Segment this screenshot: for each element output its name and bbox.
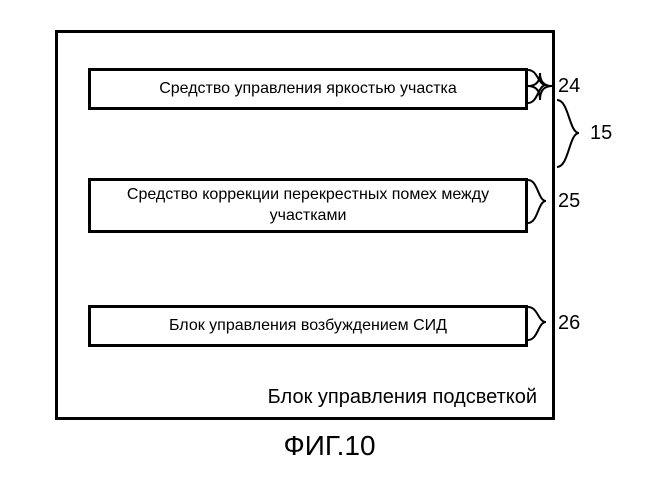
led-drive-control-box: Блок управления возбуждением СИД bbox=[88, 305, 528, 347]
box3-text: Блок управления возбуждением СИД bbox=[169, 316, 447, 337]
crosstalk-correction-box: Средство коррекции перекрестных помех ме… bbox=[88, 178, 528, 233]
ref-25: 25 bbox=[558, 190, 580, 213]
box1-text: Средство управления яркостью участка bbox=[159, 79, 457, 100]
ref-15: 15 bbox=[590, 122, 612, 145]
bracket-curve-25 bbox=[528, 175, 553, 231]
brightness-control-box: Средство управления яркостью участка bbox=[88, 68, 528, 110]
figure-caption: ФИГ.10 bbox=[0, 430, 659, 462]
box2-text: Средство коррекции перекрестных помех ме… bbox=[101, 185, 515, 227]
outer-box-label: Блок управления подсветкой bbox=[268, 386, 537, 409]
bracket-curve-24 bbox=[528, 65, 553, 110]
bracket-curve-15 bbox=[557, 95, 587, 175]
bracket-curve-26 bbox=[528, 302, 553, 347]
backlight-control-block: Средство управления яркостью участка Сре… bbox=[55, 30, 555, 420]
ref-26: 26 bbox=[558, 312, 580, 335]
